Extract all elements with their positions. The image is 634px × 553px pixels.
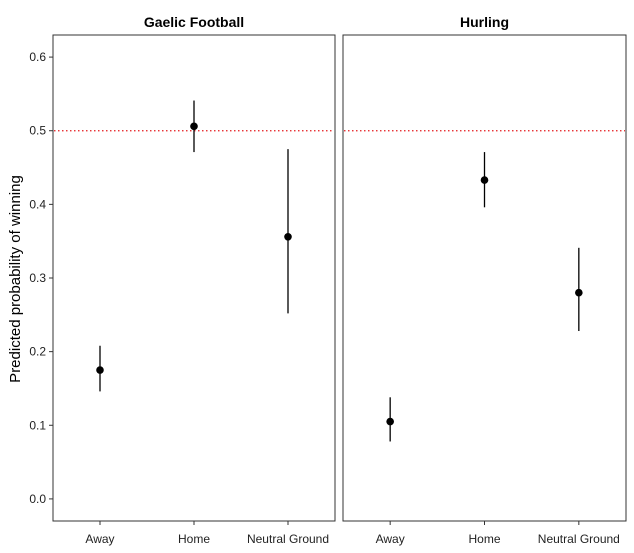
- panel-title: Hurling: [460, 14, 509, 30]
- data-point: [480, 176, 489, 184]
- x-axis-gaelic-football: Away Home Neutral Ground: [85, 521, 329, 546]
- y-tick-label: 0.6: [29, 50, 46, 64]
- y-tick-label: 0.1: [29, 418, 46, 432]
- x-axis-hurling: Away Home Neutral Ground: [376, 521, 620, 546]
- x-tick-label: Neutral Ground: [247, 532, 329, 546]
- y-axis: 0.0 0.1 0.2 0.3 0.4 0.5 0.6: [29, 50, 53, 506]
- y-tick-label: 0.5: [29, 124, 46, 138]
- x-tick-label: Home: [468, 532, 500, 546]
- x-tick-label: Away: [376, 532, 405, 546]
- panel-gaelic-football: Gaelic Football: [52, 14, 336, 522]
- panel-frame: [342, 34, 627, 522]
- data-point: [96, 366, 104, 374]
- y-tick-label: 0.0: [29, 492, 46, 506]
- y-tick-label: 0.2: [29, 345, 46, 359]
- x-tick-label: Home: [178, 532, 210, 546]
- y-tick-label: 0.4: [29, 197, 46, 211]
- y-axis-label: Predicted probability of winning: [7, 175, 24, 383]
- panel-title: Gaelic Football: [144, 14, 244, 30]
- x-tick-label: Neutral Ground: [538, 532, 620, 546]
- data-marks: [96, 100, 583, 442]
- data-point: [575, 288, 583, 297]
- x-tick-label: Away: [85, 532, 114, 546]
- panel-hurling: Hurling: [342, 14, 627, 522]
- data-point: [190, 122, 198, 131]
- y-tick-label: 0.3: [29, 271, 46, 285]
- data-point: [284, 232, 292, 241]
- data-point: [386, 417, 394, 426]
